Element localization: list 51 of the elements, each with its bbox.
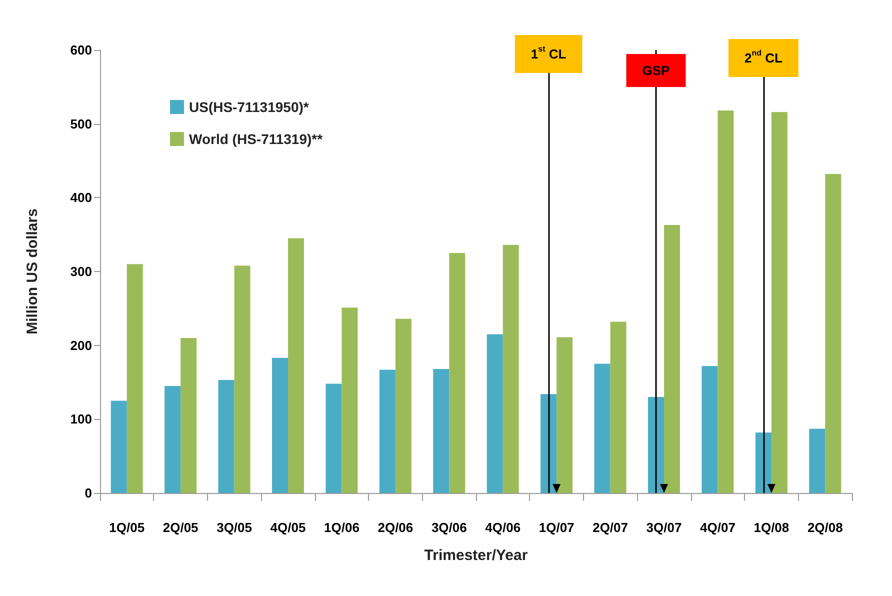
bar <box>395 318 412 493</box>
y-tick-label: 600 <box>70 42 92 58</box>
bar <box>218 380 234 493</box>
bar <box>234 266 250 493</box>
x-axis-title: Trimester/Year <box>424 547 528 564</box>
x-tick-label: 1Q/05 <box>109 520 145 535</box>
x-tick-label: 4Q/06 <box>485 520 521 535</box>
bar <box>809 428 826 493</box>
x-tick-label: 3Q/07 <box>646 520 682 535</box>
y-tick-label: 0 <box>84 486 92 500</box>
bar <box>272 358 288 493</box>
x-tick-label: 1Q/06 <box>324 520 360 535</box>
x-tick-label: 2Q/07 <box>592 520 628 535</box>
bar <box>771 112 788 493</box>
y-tick-label: 300 <box>70 264 92 279</box>
bar <box>288 238 304 493</box>
ref-line-label: GSP <box>642 63 670 78</box>
bar <box>379 370 396 493</box>
bar <box>449 253 466 493</box>
bar <box>126 264 143 493</box>
bar <box>664 224 680 493</box>
x-tick-label: 4Q/07 <box>700 520 736 535</box>
x-tick-label: 4Q/05 <box>270 520 306 535</box>
bar <box>610 322 626 493</box>
y-tick-label: 200 <box>70 338 92 353</box>
bar <box>594 364 610 493</box>
bar <box>164 386 181 493</box>
legend-label: US(HS-71131950)* <box>189 99 310 115</box>
x-tick-label: 2Q/08 <box>807 520 843 535</box>
bar <box>825 174 842 493</box>
legend-label: World (HS-711319)** <box>189 131 324 147</box>
x-tick-label: 3Q/05 <box>216 520 252 535</box>
bar <box>556 337 573 493</box>
x-tick-label: 1Q/07 <box>538 520 574 535</box>
bar <box>326 384 342 493</box>
x-tick-label: 2Q/06 <box>378 520 414 535</box>
bar <box>342 308 358 493</box>
x-tick-label: 1Q/08 <box>754 520 790 535</box>
x-tick-label: 2Q/05 <box>162 520 198 535</box>
y-tick-label: 500 <box>70 116 92 132</box>
y-axis-title: Million US dollars <box>24 208 41 334</box>
y-tick-label: 400 <box>70 190 92 206</box>
bar <box>718 110 734 493</box>
bar <box>180 338 197 493</box>
bar <box>502 244 519 493</box>
bar <box>486 334 503 493</box>
bar <box>433 368 450 493</box>
x-tick-label: 3Q/06 <box>431 520 467 535</box>
bar <box>110 400 127 493</box>
y-tick-label: 100 <box>70 412 92 427</box>
bar <box>702 366 718 493</box>
